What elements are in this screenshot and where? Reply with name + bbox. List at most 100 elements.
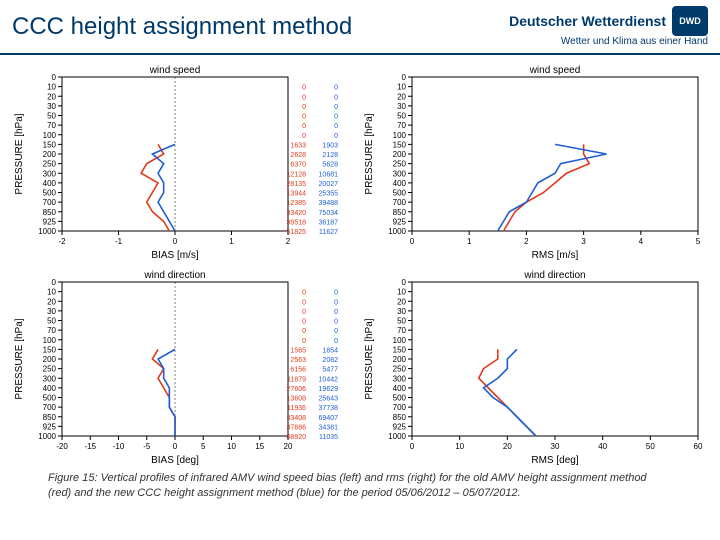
svg-text:5: 5 [201,442,206,451]
svg-text:20: 20 [397,92,406,101]
svg-text:925: 925 [393,217,407,226]
svg-text:-15: -15 [84,442,96,451]
svg-text:10442: 10442 [319,376,339,383]
svg-text:1000: 1000 [388,432,406,441]
svg-text:400: 400 [393,179,407,188]
svg-text:wind direction: wind direction [143,270,205,281]
org-subtitle: Wetter und Klima aus einer Hand [561,36,708,47]
svg-text:925: 925 [43,217,57,226]
svg-text:700: 700 [393,198,407,207]
svg-text:27606: 27606 [287,386,307,393]
panel-rms-speed: wind speed010203050701001502002503004005… [360,61,710,266]
svg-text:12385: 12385 [287,200,307,207]
svg-text:0: 0 [52,73,57,82]
svg-text:20027: 20027 [319,181,339,188]
svg-text:10: 10 [397,288,406,297]
svg-text:BIAS [m/s]: BIAS [m/s] [151,250,198,261]
svg-text:200: 200 [43,355,57,364]
svg-text:40: 40 [598,442,607,451]
svg-text:1000: 1000 [38,432,56,441]
svg-text:0: 0 [302,94,306,101]
svg-text:37738: 37738 [319,405,339,412]
svg-text:150: 150 [393,140,407,149]
svg-text:0: 0 [173,442,178,451]
svg-text:0: 0 [302,123,306,130]
svg-text:0: 0 [334,338,338,345]
svg-text:0: 0 [302,338,306,345]
svg-text:25643: 25643 [319,396,339,403]
svg-text:6156: 6156 [290,367,306,374]
svg-text:20: 20 [503,442,512,451]
svg-text:200: 200 [393,150,407,159]
svg-text:0: 0 [302,319,306,326]
svg-text:50: 50 [646,442,655,451]
svg-text:850: 850 [393,413,407,422]
svg-text:850: 850 [43,208,57,217]
svg-text:2: 2 [286,237,291,246]
svg-text:39518: 39518 [287,219,307,226]
svg-text:100: 100 [393,131,407,140]
svg-text:10: 10 [397,83,406,92]
svg-text:37886: 37886 [287,424,307,431]
svg-text:-2: -2 [58,237,66,246]
svg-text:0: 0 [334,104,338,111]
svg-text:2: 2 [524,237,529,246]
svg-text:70: 70 [397,121,406,130]
svg-text:2628: 2628 [290,152,306,159]
panel-bias-speed: wind speed010203050701001502002503004005… [10,61,360,266]
svg-text:30: 30 [397,307,406,316]
svg-text:-10: -10 [113,442,125,451]
svg-text:6370: 6370 [290,162,306,169]
svg-text:39488: 39488 [319,200,339,207]
svg-text:30: 30 [47,102,56,111]
panel-bias-dir: wind direction01020305070100150200250300… [10,266,360,471]
svg-text:33420: 33420 [287,210,307,217]
svg-text:36187: 36187 [319,219,339,226]
svg-text:11879: 11879 [287,376,306,383]
svg-text:30: 30 [551,442,560,451]
svg-text:70: 70 [47,121,56,130]
svg-text:20: 20 [47,92,56,101]
svg-text:1565: 1565 [290,347,306,354]
svg-text:11035: 11035 [319,434,338,441]
svg-text:850: 850 [43,413,57,422]
svg-text:75034: 75034 [319,210,339,217]
svg-text:0: 0 [302,133,306,140]
svg-text:100: 100 [393,336,407,345]
svg-text:700: 700 [43,198,57,207]
svg-text:200: 200 [393,355,407,364]
svg-text:50: 50 [47,317,56,326]
svg-text:1: 1 [229,237,234,246]
svg-text:850: 850 [393,208,407,217]
svg-text:48920: 48920 [287,434,307,441]
svg-text:30: 30 [47,307,56,316]
svg-text:400: 400 [393,384,407,393]
svg-text:2563: 2563 [290,357,306,364]
svg-text:0: 0 [334,290,338,297]
svg-text:12128: 12128 [287,171,307,178]
svg-text:300: 300 [393,374,407,383]
svg-text:200: 200 [43,150,57,159]
chart-grid: wind speed010203050701001502002503004005… [10,61,710,461]
svg-text:250: 250 [393,160,407,169]
svg-text:3: 3 [581,237,586,246]
svg-text:300: 300 [393,169,407,178]
svg-text:2128: 2128 [322,152,338,159]
svg-text:5628: 5628 [322,162,338,169]
svg-text:0: 0 [334,299,338,306]
svg-text:0: 0 [302,309,306,316]
svg-text:0: 0 [334,133,338,140]
svg-text:0: 0 [334,85,338,92]
svg-text:100: 100 [43,131,57,140]
svg-text:50: 50 [397,112,406,121]
org-name: Deutscher Wetterdienst [509,13,666,29]
svg-text:0: 0 [402,73,407,82]
svg-text:1000: 1000 [388,227,406,236]
svg-text:1000: 1000 [38,227,56,236]
svg-text:RMS [m/s]: RMS [m/s] [532,250,579,261]
svg-text:150: 150 [43,345,57,354]
svg-text:20: 20 [397,297,406,306]
svg-text:0: 0 [334,114,338,121]
svg-text:50: 50 [47,112,56,121]
svg-text:0: 0 [302,104,306,111]
